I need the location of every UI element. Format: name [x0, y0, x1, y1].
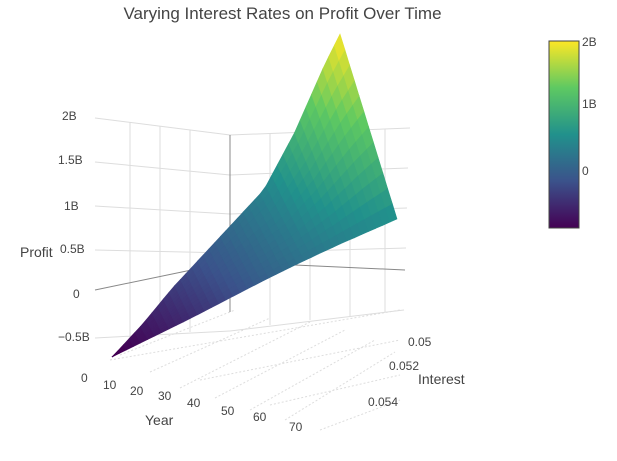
surface-patch	[333, 33, 346, 61]
y-tick-label: 0.05	[408, 335, 432, 349]
x-tick-label: 40	[187, 396, 201, 410]
colorbar-tick-label: 1B	[582, 97, 597, 111]
colorbar-tick-label: 0	[582, 164, 589, 178]
x-tick-label: 20	[130, 384, 144, 398]
profit-surface[interactable]	[111, 33, 398, 358]
y-axis-title: Interest	[418, 371, 465, 387]
x-axis-title: Year	[145, 412, 174, 428]
colorbar: 2B 1B 0	[548, 35, 597, 229]
z-tick-label: 0	[73, 287, 80, 301]
y-tick-label: 0.052	[389, 359, 419, 373]
z-ticks: 2B 1.5B 1B 0.5B 0 −0.5B	[58, 109, 90, 344]
z-tick-label: −0.5B	[58, 330, 90, 344]
y-tick-label: 0.054	[368, 395, 398, 409]
colorbar-tick-label: 2B	[582, 35, 597, 49]
x-tick-label: 30	[158, 389, 172, 403]
x-tick-label: 10	[103, 378, 117, 392]
x-tick-label: 0	[81, 371, 88, 385]
x-tick-label: 50	[221, 404, 235, 418]
x-ticks: 0 10 20 30 40 50 60 70	[81, 371, 303, 434]
colorbar-gradient	[548, 40, 580, 229]
z-tick-label: 1B	[64, 199, 79, 213]
x-tick-label: 70	[289, 420, 303, 434]
z-tick-label: 1.5B	[58, 153, 83, 167]
y-ticks: 0.05 0.052 0.054	[368, 335, 432, 409]
x-tick-label: 60	[253, 410, 267, 424]
z-tick-label: 2B	[62, 109, 77, 123]
z-tick-label: 0.5B	[60, 242, 85, 256]
z-axis-title: Profit	[20, 244, 53, 260]
chart-title: Varying Interest Rates on Profit Over Ti…	[123, 4, 442, 23]
